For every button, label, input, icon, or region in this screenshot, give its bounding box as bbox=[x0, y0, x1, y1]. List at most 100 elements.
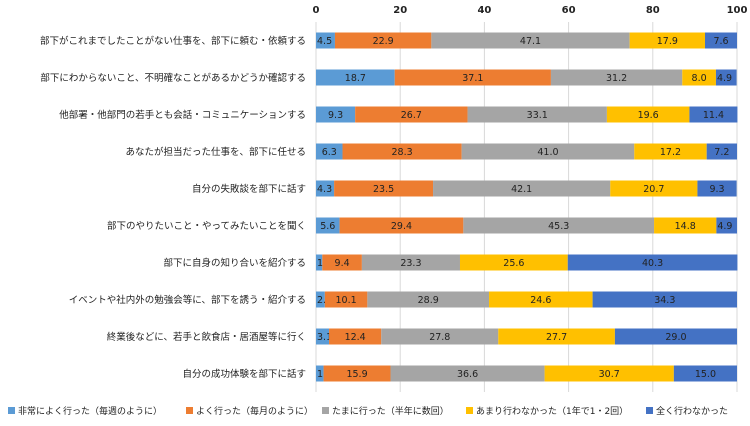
data-label: 40.3 bbox=[642, 258, 663, 269]
data-label: 4.9 bbox=[717, 221, 732, 232]
data-label: 7.2 bbox=[714, 147, 729, 158]
category-label: 部下に自身の知り合いを紹介する bbox=[163, 257, 306, 269]
legend-label: よく行った（毎月のように） bbox=[196, 405, 313, 417]
data-label: 24.6 bbox=[530, 295, 551, 306]
bar-segment bbox=[592, 291, 737, 308]
data-label: 45.3 bbox=[548, 221, 569, 232]
bar-segment bbox=[334, 32, 432, 49]
bar-segment bbox=[323, 365, 391, 382]
bar-segment bbox=[673, 365, 737, 382]
data-label: 22.9 bbox=[373, 36, 394, 47]
bar-segment bbox=[381, 328, 499, 345]
legend-swatch bbox=[646, 407, 653, 414]
bar-segment bbox=[689, 106, 738, 123]
data-label: 17.9 bbox=[657, 36, 678, 47]
x-tick-label: 60 bbox=[562, 5, 576, 16]
bar-segment bbox=[567, 254, 738, 271]
bar-segment bbox=[459, 254, 568, 271]
data-label: 34.3 bbox=[654, 295, 675, 306]
data-label: 25.6 bbox=[503, 258, 524, 269]
category-label: 自分の失敗談を部下に話す bbox=[192, 183, 306, 195]
data-label: 37.1 bbox=[462, 73, 483, 84]
legend-swatch bbox=[322, 407, 329, 414]
bar-segment bbox=[316, 180, 335, 197]
legend-label: 全く行わなかった bbox=[656, 405, 728, 417]
data-label: 31.2 bbox=[606, 73, 627, 84]
data-label: 12.4 bbox=[345, 332, 366, 343]
category-label: 部下がこれまでしたことがない仕事を、部下に頼む・依頼する bbox=[40, 35, 306, 47]
legend-label: あまり行わなかった（1年で1・2回） bbox=[476, 405, 628, 417]
bar-segment bbox=[316, 217, 340, 234]
data-label: 15.9 bbox=[346, 369, 367, 380]
data-label: 10.1 bbox=[336, 295, 357, 306]
category-label: 部下にわからないこと、不明確なことがあるかどうか確認する bbox=[40, 72, 306, 84]
bar-segment bbox=[610, 180, 698, 197]
category-label: 部下のやりたいこと・やってみたいことを聞く bbox=[107, 220, 306, 232]
data-label: 18.7 bbox=[345, 73, 366, 84]
bar-segment bbox=[682, 69, 716, 86]
data-label: 5.6 bbox=[320, 221, 335, 232]
data-label: 30.7 bbox=[599, 369, 620, 380]
data-label: 23.3 bbox=[400, 258, 421, 269]
legend: 非常によく行った（毎週のように） よく行った（毎月のように） たまに行った（半年に数… bbox=[8, 405, 728, 417]
x-tick-label: 40 bbox=[477, 5, 491, 16]
bar-segment bbox=[706, 143, 737, 160]
bar-segment bbox=[361, 254, 460, 271]
bar-segment bbox=[614, 328, 737, 345]
bar-segment bbox=[342, 143, 462, 160]
x-tick-label: 100 bbox=[727, 5, 748, 16]
x-tick-label: 20 bbox=[393, 5, 407, 16]
bar-segment bbox=[390, 365, 545, 382]
bar-segment bbox=[322, 254, 362, 271]
legend-swatch bbox=[466, 407, 473, 414]
legend-label: 非常によく行った（毎週のように） bbox=[18, 405, 162, 417]
category-label: 終業後などに、若手と飲食店・居酒屋等に行く bbox=[107, 331, 306, 343]
legend-swatch bbox=[8, 407, 15, 414]
legend-swatch bbox=[186, 407, 193, 414]
bar-segment bbox=[316, 291, 325, 308]
bar-segment bbox=[316, 32, 335, 49]
bar-segment bbox=[463, 217, 655, 234]
bar-segment bbox=[498, 328, 615, 345]
x-tick-label: 0 bbox=[313, 5, 320, 16]
data-label: 41.0 bbox=[537, 147, 558, 158]
data-label: 20.7 bbox=[643, 184, 664, 195]
x-axis-ticks: 0 20 40 60 80 100 bbox=[313, 5, 748, 16]
data-label: 2.1 bbox=[317, 295, 332, 306]
bar-segment bbox=[654, 217, 717, 234]
bar-segment bbox=[316, 69, 395, 86]
bar-segment bbox=[705, 32, 737, 49]
data-label: 4.3 bbox=[317, 184, 332, 195]
data-label: 33.1 bbox=[527, 110, 548, 121]
bar-segment bbox=[550, 69, 683, 86]
data-label: 27.7 bbox=[546, 332, 567, 343]
category-label: あなたが担当だった仕事を、部下に任せる bbox=[125, 146, 306, 158]
bar-segment bbox=[367, 291, 490, 308]
bar-segment bbox=[606, 106, 690, 123]
bar-segment bbox=[316, 143, 343, 160]
bar-segment bbox=[334, 180, 434, 197]
data-label: 4.5 bbox=[317, 36, 332, 47]
data-label: 27.8 bbox=[429, 332, 450, 343]
bar-segment bbox=[697, 180, 737, 197]
bar-segment bbox=[316, 254, 323, 271]
bar-segment bbox=[431, 32, 630, 49]
data-label: 17.2 bbox=[660, 147, 681, 158]
bar-segment bbox=[316, 106, 356, 123]
bar-segment bbox=[355, 106, 468, 123]
data-label: 8.0 bbox=[692, 73, 707, 84]
data-label: 7.6 bbox=[713, 36, 728, 47]
data-label: 15.0 bbox=[695, 369, 716, 380]
category-labels: 部下がこれまでしたことがない仕事を、部下に頼む・依頼する部下にわからないこと、不… bbox=[40, 35, 306, 380]
x-tick-label: 80 bbox=[646, 5, 660, 16]
bar-segment bbox=[394, 69, 551, 86]
bar-segment bbox=[544, 365, 674, 382]
data-label: 9.3 bbox=[328, 110, 343, 121]
data-label: 6.3 bbox=[322, 147, 337, 158]
bar-segment bbox=[324, 291, 368, 308]
data-label: 11.4 bbox=[703, 110, 724, 121]
bar-segment bbox=[489, 291, 593, 308]
data-label: 14.8 bbox=[675, 221, 696, 232]
data-label: 9.3 bbox=[709, 184, 724, 195]
category-label: 自分の成功体験を部下に話す bbox=[182, 368, 306, 380]
